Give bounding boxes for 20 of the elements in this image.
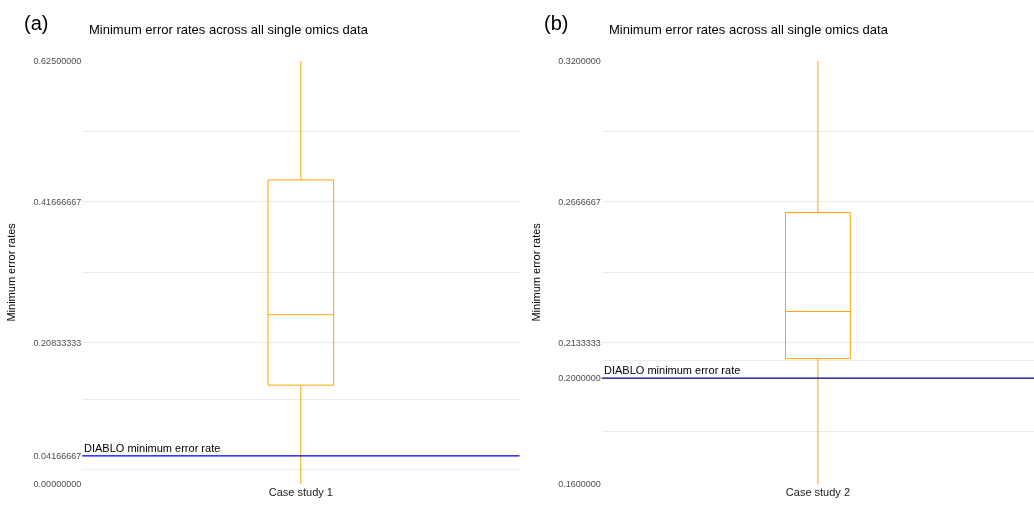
chart-title: Minimum error rates across all single omics data: [89, 22, 369, 37]
y-tick-label: 0.3200000: [558, 55, 601, 66]
y-tick-label: 0.20833333: [33, 338, 82, 349]
y-tick-label: 0.04166667: [33, 450, 82, 461]
y-axis-title: Minimum error rates: [529, 222, 542, 322]
ref-line-label: DIABLO minimum error rate: [84, 442, 221, 454]
ref-line-label: DIABLO minimum error rate: [604, 364, 741, 376]
y-tick-label: 0.41666667: [33, 196, 82, 207]
x-tick-label: Case study 2: [785, 486, 851, 499]
y-tick-label: 0.62500000: [33, 55, 82, 66]
y-tick-label: 0.1600000: [558, 479, 601, 490]
y-axis-title: Minimum error rates: [5, 222, 18, 322]
chart-title: Minimum error rates across all single omics data: [609, 22, 889, 37]
y-tick-label: 0.00000000: [33, 479, 82, 490]
text: (a): [24, 12, 49, 34]
text: (b): [544, 12, 569, 34]
x-tick-label: Case study 1: [268, 486, 333, 499]
y-tick-label: 0.2666667: [558, 196, 601, 207]
y-tick-label: 0.2133333: [558, 338, 601, 349]
y-tick-label: 0.2000000: [558, 373, 601, 384]
